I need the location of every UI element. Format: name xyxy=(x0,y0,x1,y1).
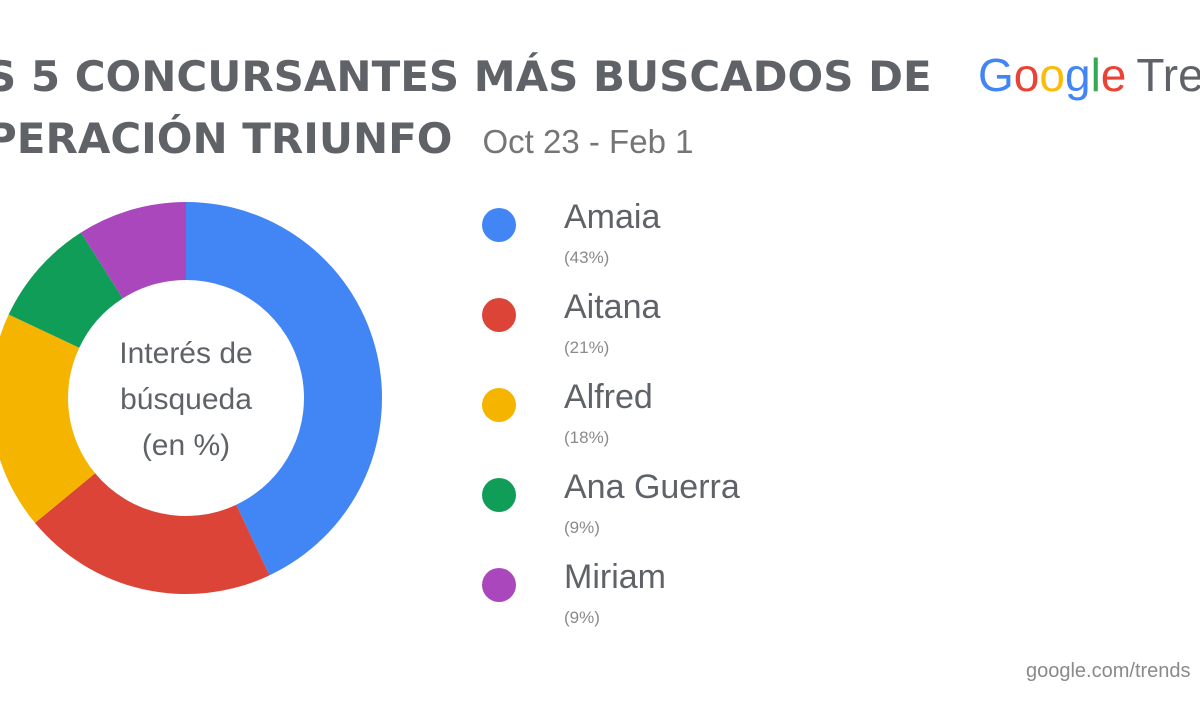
donut-slice-amaia xyxy=(186,202,382,576)
center-label-line-1: Interés de xyxy=(119,337,252,370)
chart-title-text-1: S 5 CONCURSANTES MÁS BUSCADOS DE xyxy=(0,52,932,101)
donut-slice-alfred xyxy=(0,314,96,523)
legend-percent: (9%) xyxy=(564,608,600,627)
google-letter: e xyxy=(1100,49,1127,101)
center-label-line-2: búsqueda xyxy=(120,383,252,416)
legend-percent: (43%) xyxy=(564,248,610,267)
trends-wordmark: Tren xyxy=(1136,49,1200,101)
legend-label: Amaia xyxy=(564,198,661,236)
google-letter: g xyxy=(1064,49,1091,101)
legend-label: Miriam xyxy=(564,558,666,596)
donut-slice-aitana xyxy=(34,473,270,594)
legend-swatch xyxy=(482,388,516,422)
chart-title-text-2: PERACIÓN TRIUNFO xyxy=(0,114,453,163)
center-label-line-3: (en %) xyxy=(142,429,230,462)
legend-label: Alfred xyxy=(564,378,653,416)
donut-slices xyxy=(0,202,382,594)
donut-chart: Interés de búsqueda (en %) xyxy=(0,202,382,594)
google-letter: o xyxy=(1013,49,1040,101)
legend-percent: (18%) xyxy=(564,428,610,447)
legend-percent: (21%) xyxy=(564,338,610,357)
legend-swatch xyxy=(482,298,516,332)
google-letter: G xyxy=(978,49,1014,101)
google-wordmark: Google xyxy=(978,49,1126,101)
legend-percent: (9%) xyxy=(564,518,600,537)
donut-slice-miriam xyxy=(80,202,186,299)
date-range: Oct 23 - Feb 1 xyxy=(482,123,694,160)
legend-label: Ana Guerra xyxy=(564,468,740,506)
donut-slice-ana-guerra xyxy=(8,232,123,348)
source-url: google.com/trends xyxy=(1026,660,1191,682)
google-letter: l xyxy=(1090,49,1101,101)
chart-title-line-2: PERACIÓN TRIUNFO Oct 23 - Feb 1 xyxy=(0,114,693,163)
legend-label: Aitana xyxy=(564,288,661,326)
legend-swatch xyxy=(482,478,516,512)
legend-swatch xyxy=(482,568,516,602)
legend-swatch xyxy=(482,208,516,242)
google-trends-logo: GoogleTren xyxy=(978,48,1200,102)
google-letter: o xyxy=(1039,49,1065,101)
chart-title-line-1: S 5 CONCURSANTES MÁS BUSCADOS DE xyxy=(0,52,932,101)
